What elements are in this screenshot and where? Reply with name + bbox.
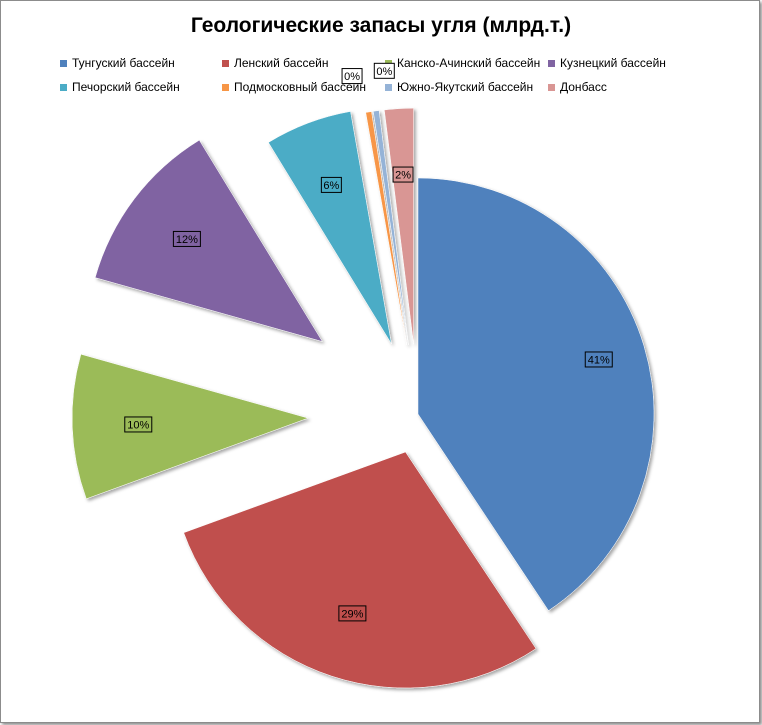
legend-label: Кузнецкий бассейн <box>560 56 666 70</box>
legend-swatch <box>222 59 229 67</box>
chart-legend: Тунгуский бассейн Ленский бассейн Канско-А… <box>0 0 762 110</box>
data-label-box <box>320 176 342 193</box>
legend-swatch <box>385 83 392 91</box>
legend-item: Подмосковный бассейн <box>222 80 366 94</box>
legend-label: Канско-Ачинский бассейн <box>397 56 541 70</box>
data-labels: 41% 29% 10% 12% 6% 0% 0% 2% <box>124 62 613 622</box>
data-label-box <box>392 166 414 183</box>
data-label-text: 12% <box>176 234 198 246</box>
pie-slice <box>94 139 323 342</box>
legend-item: Южно-Якутский бассейн <box>385 80 533 94</box>
data-label-text: 6% <box>323 180 339 192</box>
pie-slice <box>365 111 407 345</box>
data-label: 0% <box>373 62 395 79</box>
legend-swatch <box>222 83 229 91</box>
data-label-text: 0% <box>344 71 360 83</box>
data-label-text: 29% <box>341 608 363 620</box>
data-label-box <box>172 230 201 247</box>
pie-slice <box>268 111 392 344</box>
chart-title: Геологические запасы угля (млрд.т.) <box>190 14 572 37</box>
legend-label: Печорский бассейн <box>72 80 180 94</box>
data-label-box <box>584 351 613 368</box>
data-label: 10% <box>124 416 153 433</box>
data-label-text: 2% <box>395 170 411 182</box>
legend-label: Южно-Якутский бассейн <box>397 80 534 94</box>
legend-label: Донбасс <box>560 80 607 94</box>
data-label-text: 41% <box>588 354 610 366</box>
legend-item: Печорский бассейн <box>60 80 180 94</box>
data-label-box <box>341 68 363 85</box>
data-label: 12% <box>172 230 201 247</box>
pie-slice <box>183 451 537 689</box>
legend-item: Тунгуский бассейн <box>60 56 175 70</box>
data-label: 41% <box>584 351 613 368</box>
data-label: 29% <box>338 605 367 622</box>
pie-slice <box>417 177 655 611</box>
legend-label: Ленский бассейн <box>234 56 329 70</box>
data-label: 0% <box>341 68 363 85</box>
pie-slice <box>372 110 409 345</box>
data-label-text: 0% <box>376 66 392 78</box>
legend-swatch <box>60 59 67 67</box>
legend-swatch <box>60 83 67 91</box>
legend-item: Донбасс <box>548 80 607 94</box>
pie-slices <box>71 107 655 689</box>
legend-item: Кузнецкий бассейн <box>548 56 666 70</box>
data-label: 2% <box>392 166 414 183</box>
pie-slice <box>71 353 309 500</box>
data-label-box <box>338 605 367 622</box>
data-label-text: 10% <box>127 419 149 431</box>
data-label: 6% <box>320 176 342 193</box>
legend-swatch <box>548 83 555 91</box>
legend-label: Тунгуский бассейн <box>72 56 175 70</box>
data-label-box <box>124 416 153 433</box>
legend-label: Подмосковный бассейн <box>234 80 366 94</box>
data-label-box <box>373 62 395 79</box>
legend-item: Ленский бассейн <box>222 56 328 70</box>
legend-swatch <box>548 59 555 67</box>
